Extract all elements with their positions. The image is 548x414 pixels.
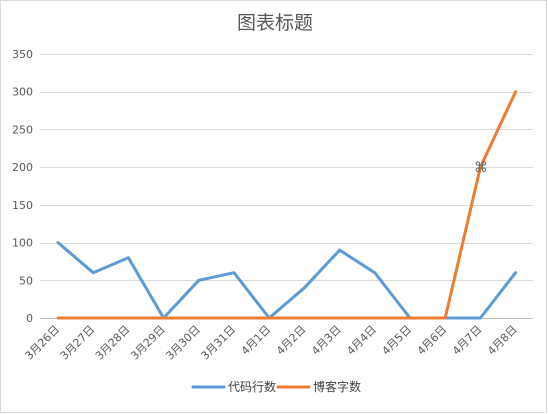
- y-tick-label: 100: [12, 237, 33, 250]
- series-layer: [56, 90, 518, 320]
- legend: 代码行数 博客字数: [191, 379, 361, 394]
- x-tick-label: 3月26日: [23, 323, 63, 363]
- x-tick-label: 4月8日: [485, 323, 520, 358]
- x-tick-label: 4月7日: [450, 323, 485, 358]
- y-tick-label: 300: [12, 86, 33, 99]
- legend-label: 博客字数: [313, 379, 361, 394]
- x-tick-label: 3月27日: [58, 323, 98, 363]
- x-tick-label: 4月1日: [239, 323, 274, 358]
- x-tick-label: 4月5日: [379, 323, 414, 358]
- x-tick-label: 3月30日: [163, 323, 203, 363]
- legend-label: 代码行数: [228, 379, 276, 394]
- chart-title: 图表标题: [237, 12, 313, 34]
- x-tick-label: 4月2日: [274, 323, 309, 358]
- x-tick-label: 4月3日: [309, 323, 344, 358]
- y-tick-label: 150: [12, 199, 33, 212]
- y-tick-label: 50: [19, 274, 33, 287]
- x-tick-label: 3月31日: [199, 323, 239, 363]
- y-tick-label: 0: [26, 312, 33, 325]
- series-line-1: [56, 90, 518, 320]
- y-tick-label: 350: [12, 48, 33, 61]
- y-tick-label: 250: [12, 123, 33, 136]
- x-tick-label: 4月6日: [415, 323, 450, 358]
- x-tick-label: 3月28日: [93, 323, 133, 363]
- y-axis-tick-labels: 0 50 100 150 200 250 300 350: [12, 48, 33, 325]
- x-tick-label: 4月4日: [344, 323, 379, 358]
- move-cursor-icon: ⌘: [474, 160, 488, 176]
- x-tick-label: 3月29日: [128, 323, 168, 363]
- gridlines: [40, 54, 533, 319]
- y-tick-label: 200: [12, 161, 33, 174]
